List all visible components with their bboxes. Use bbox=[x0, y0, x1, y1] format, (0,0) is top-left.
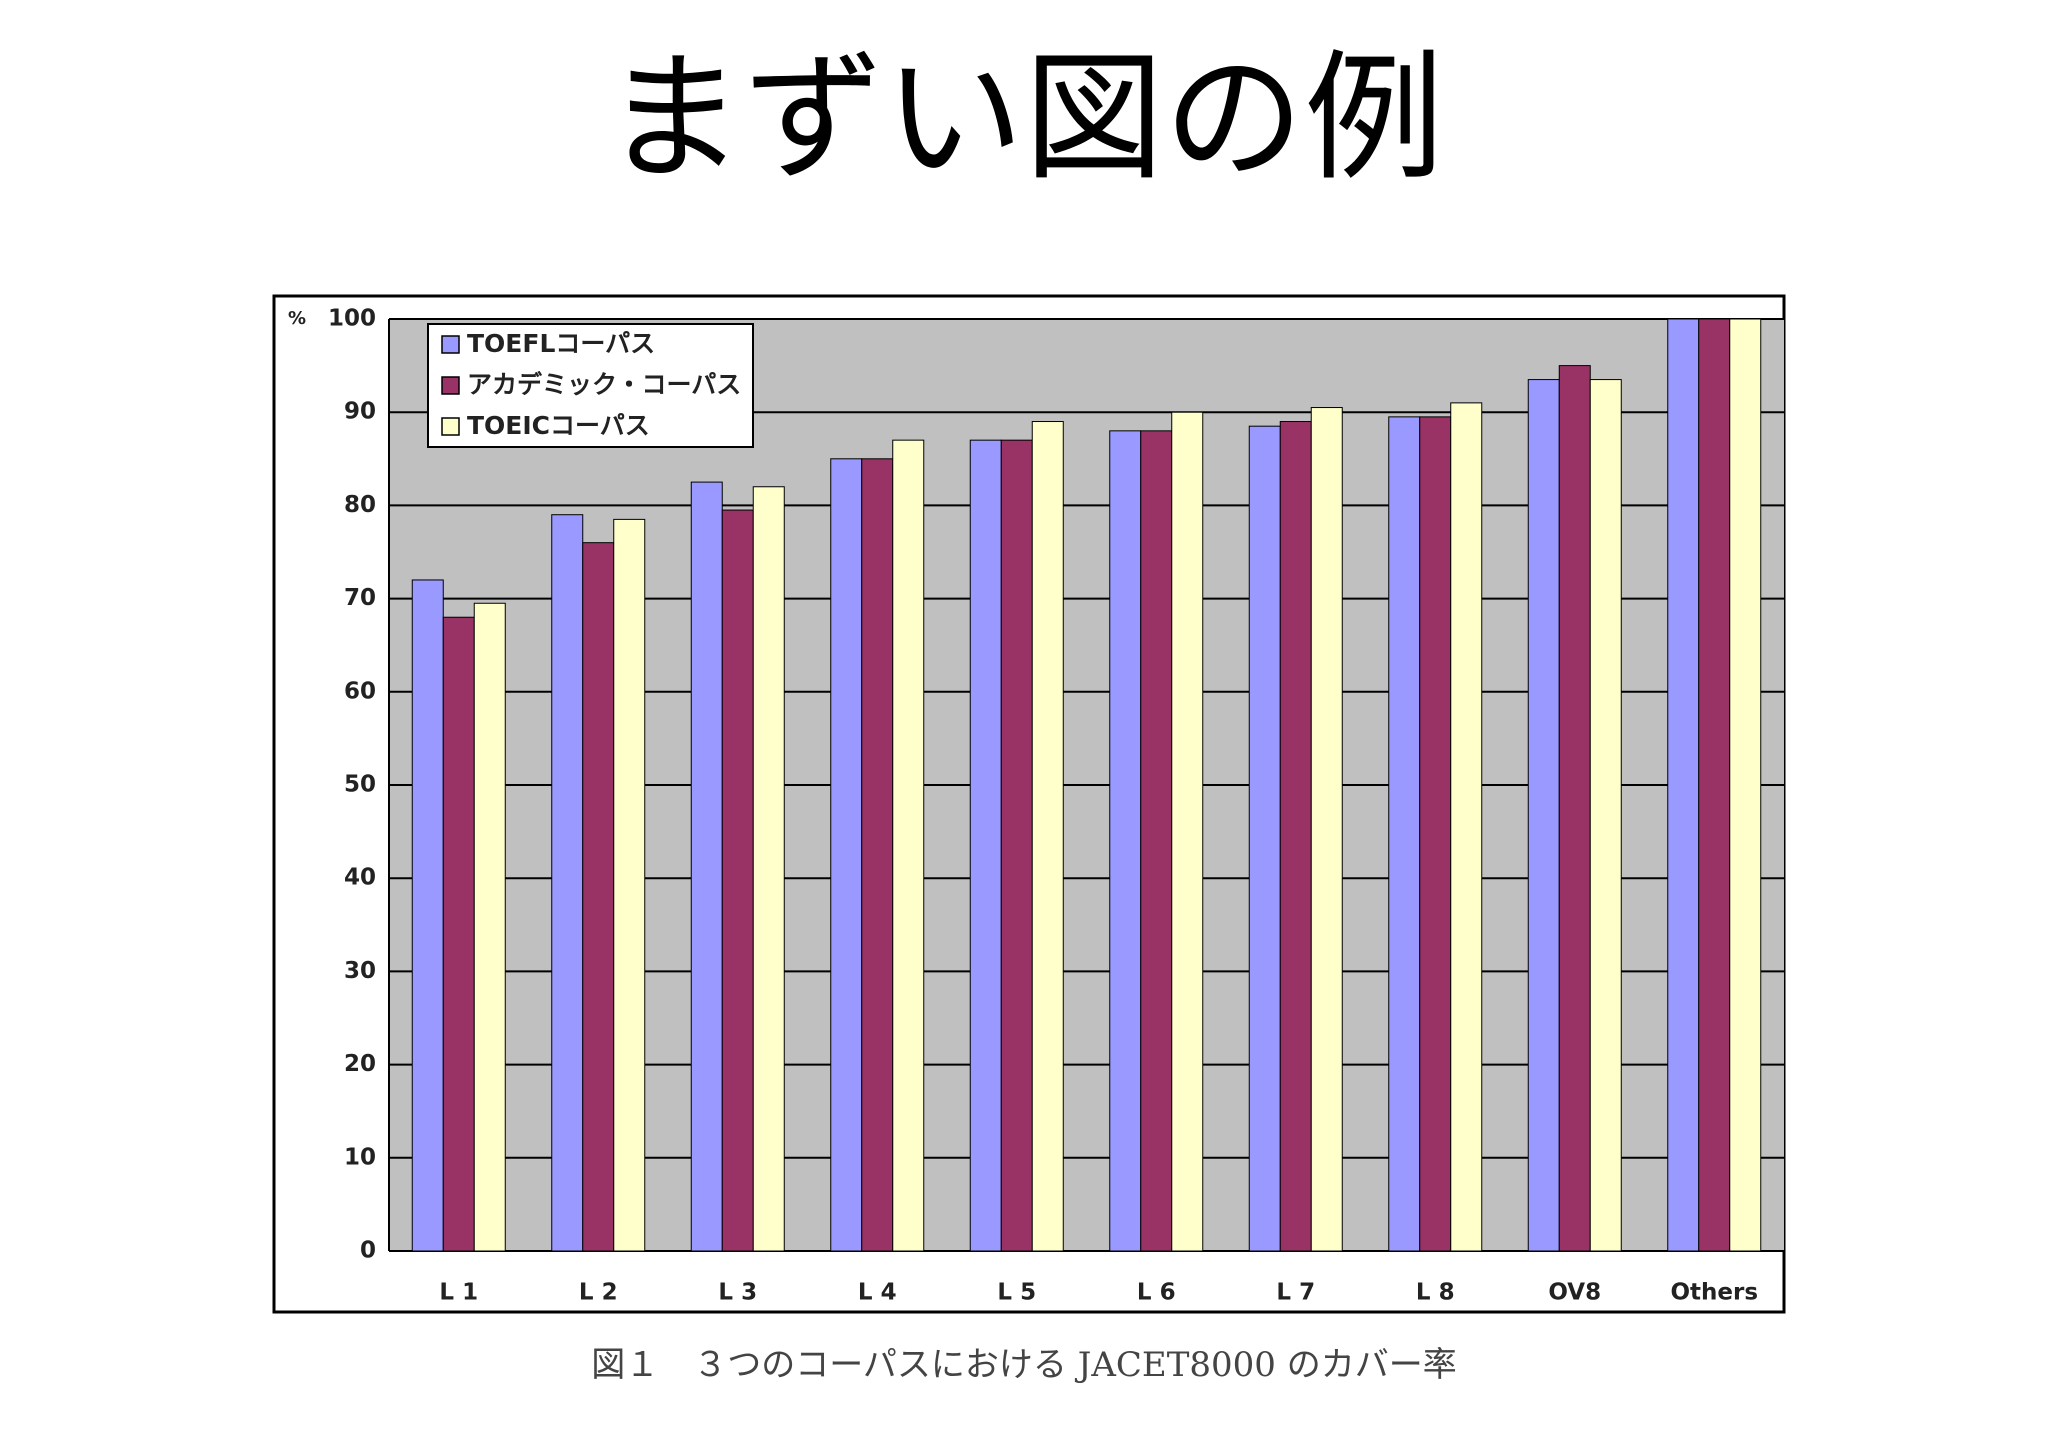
x-tick-label: OV8 bbox=[1548, 1280, 1601, 1306]
bar bbox=[1171, 411, 1204, 1252]
bar bbox=[1388, 416, 1421, 1252]
y-tick-label: 60 bbox=[344, 678, 376, 704]
y-unit: % bbox=[288, 308, 306, 329]
bar bbox=[861, 458, 894, 1252]
y-tick-label: 0 bbox=[360, 1238, 376, 1264]
y-tick-label: 50 bbox=[344, 772, 376, 798]
bar bbox=[721, 509, 754, 1252]
bar bbox=[1140, 430, 1173, 1252]
y-tick-label: 100 bbox=[328, 306, 376, 332]
x-tick-label: L 5 bbox=[997, 1280, 1036, 1306]
x-tick-label: L 4 bbox=[858, 1280, 897, 1306]
y-tick-label: 90 bbox=[344, 399, 376, 425]
legend-swatch bbox=[441, 417, 460, 436]
bar bbox=[442, 616, 475, 1252]
x-tick-label: Others bbox=[1670, 1280, 1758, 1306]
bar bbox=[1279, 421, 1312, 1252]
x-tick-label: L 7 bbox=[1276, 1280, 1315, 1306]
bar bbox=[1667, 318, 1700, 1252]
bar bbox=[969, 439, 1002, 1252]
x-tick-label: L 6 bbox=[1137, 1280, 1176, 1306]
x-tick-label: L 1 bbox=[439, 1280, 478, 1306]
y-tick-label: 70 bbox=[344, 585, 376, 611]
bar bbox=[613, 518, 646, 1252]
legend-swatch bbox=[441, 335, 460, 354]
y-tick-label: 30 bbox=[344, 958, 376, 984]
bar bbox=[411, 579, 444, 1252]
bar bbox=[1450, 402, 1483, 1252]
bar bbox=[1698, 318, 1731, 1252]
bar bbox=[1109, 430, 1142, 1252]
y-tick-label: 80 bbox=[344, 492, 376, 518]
x-tick-label: L 2 bbox=[579, 1280, 618, 1306]
bar bbox=[1248, 425, 1281, 1252]
bar bbox=[1419, 416, 1452, 1252]
bar bbox=[1000, 439, 1033, 1252]
y-tick-label: 20 bbox=[344, 1051, 376, 1077]
slide-title: まずい図の例 bbox=[604, 38, 1444, 201]
bar bbox=[551, 514, 584, 1252]
legend-label: アカデミック・コーパス bbox=[467, 370, 741, 399]
x-tick-label: L 8 bbox=[1416, 1280, 1455, 1306]
caption: 図１ ３つのコーパスにおける JACET8000 のカバー率 bbox=[591, 1345, 1457, 1385]
bar bbox=[473, 602, 506, 1252]
bar bbox=[690, 481, 723, 1252]
bar bbox=[892, 439, 925, 1252]
y-tick-label: 10 bbox=[344, 1144, 376, 1170]
bar bbox=[1527, 379, 1560, 1252]
y-tick-label: 40 bbox=[344, 865, 376, 891]
bar bbox=[1031, 421, 1064, 1252]
x-tick-label: L 3 bbox=[718, 1280, 757, 1306]
legend-label: TOEFLコーパス bbox=[467, 329, 655, 358]
bar bbox=[1558, 365, 1591, 1252]
legend-box bbox=[427, 323, 754, 448]
bar bbox=[582, 542, 615, 1252]
bar bbox=[752, 486, 785, 1252]
bar bbox=[830, 458, 863, 1252]
bar bbox=[1589, 379, 1622, 1252]
legend-label: TOEICコーパス bbox=[467, 411, 650, 440]
bar bbox=[1310, 407, 1343, 1252]
bar bbox=[1729, 318, 1762, 1252]
legend-swatch bbox=[441, 376, 460, 395]
